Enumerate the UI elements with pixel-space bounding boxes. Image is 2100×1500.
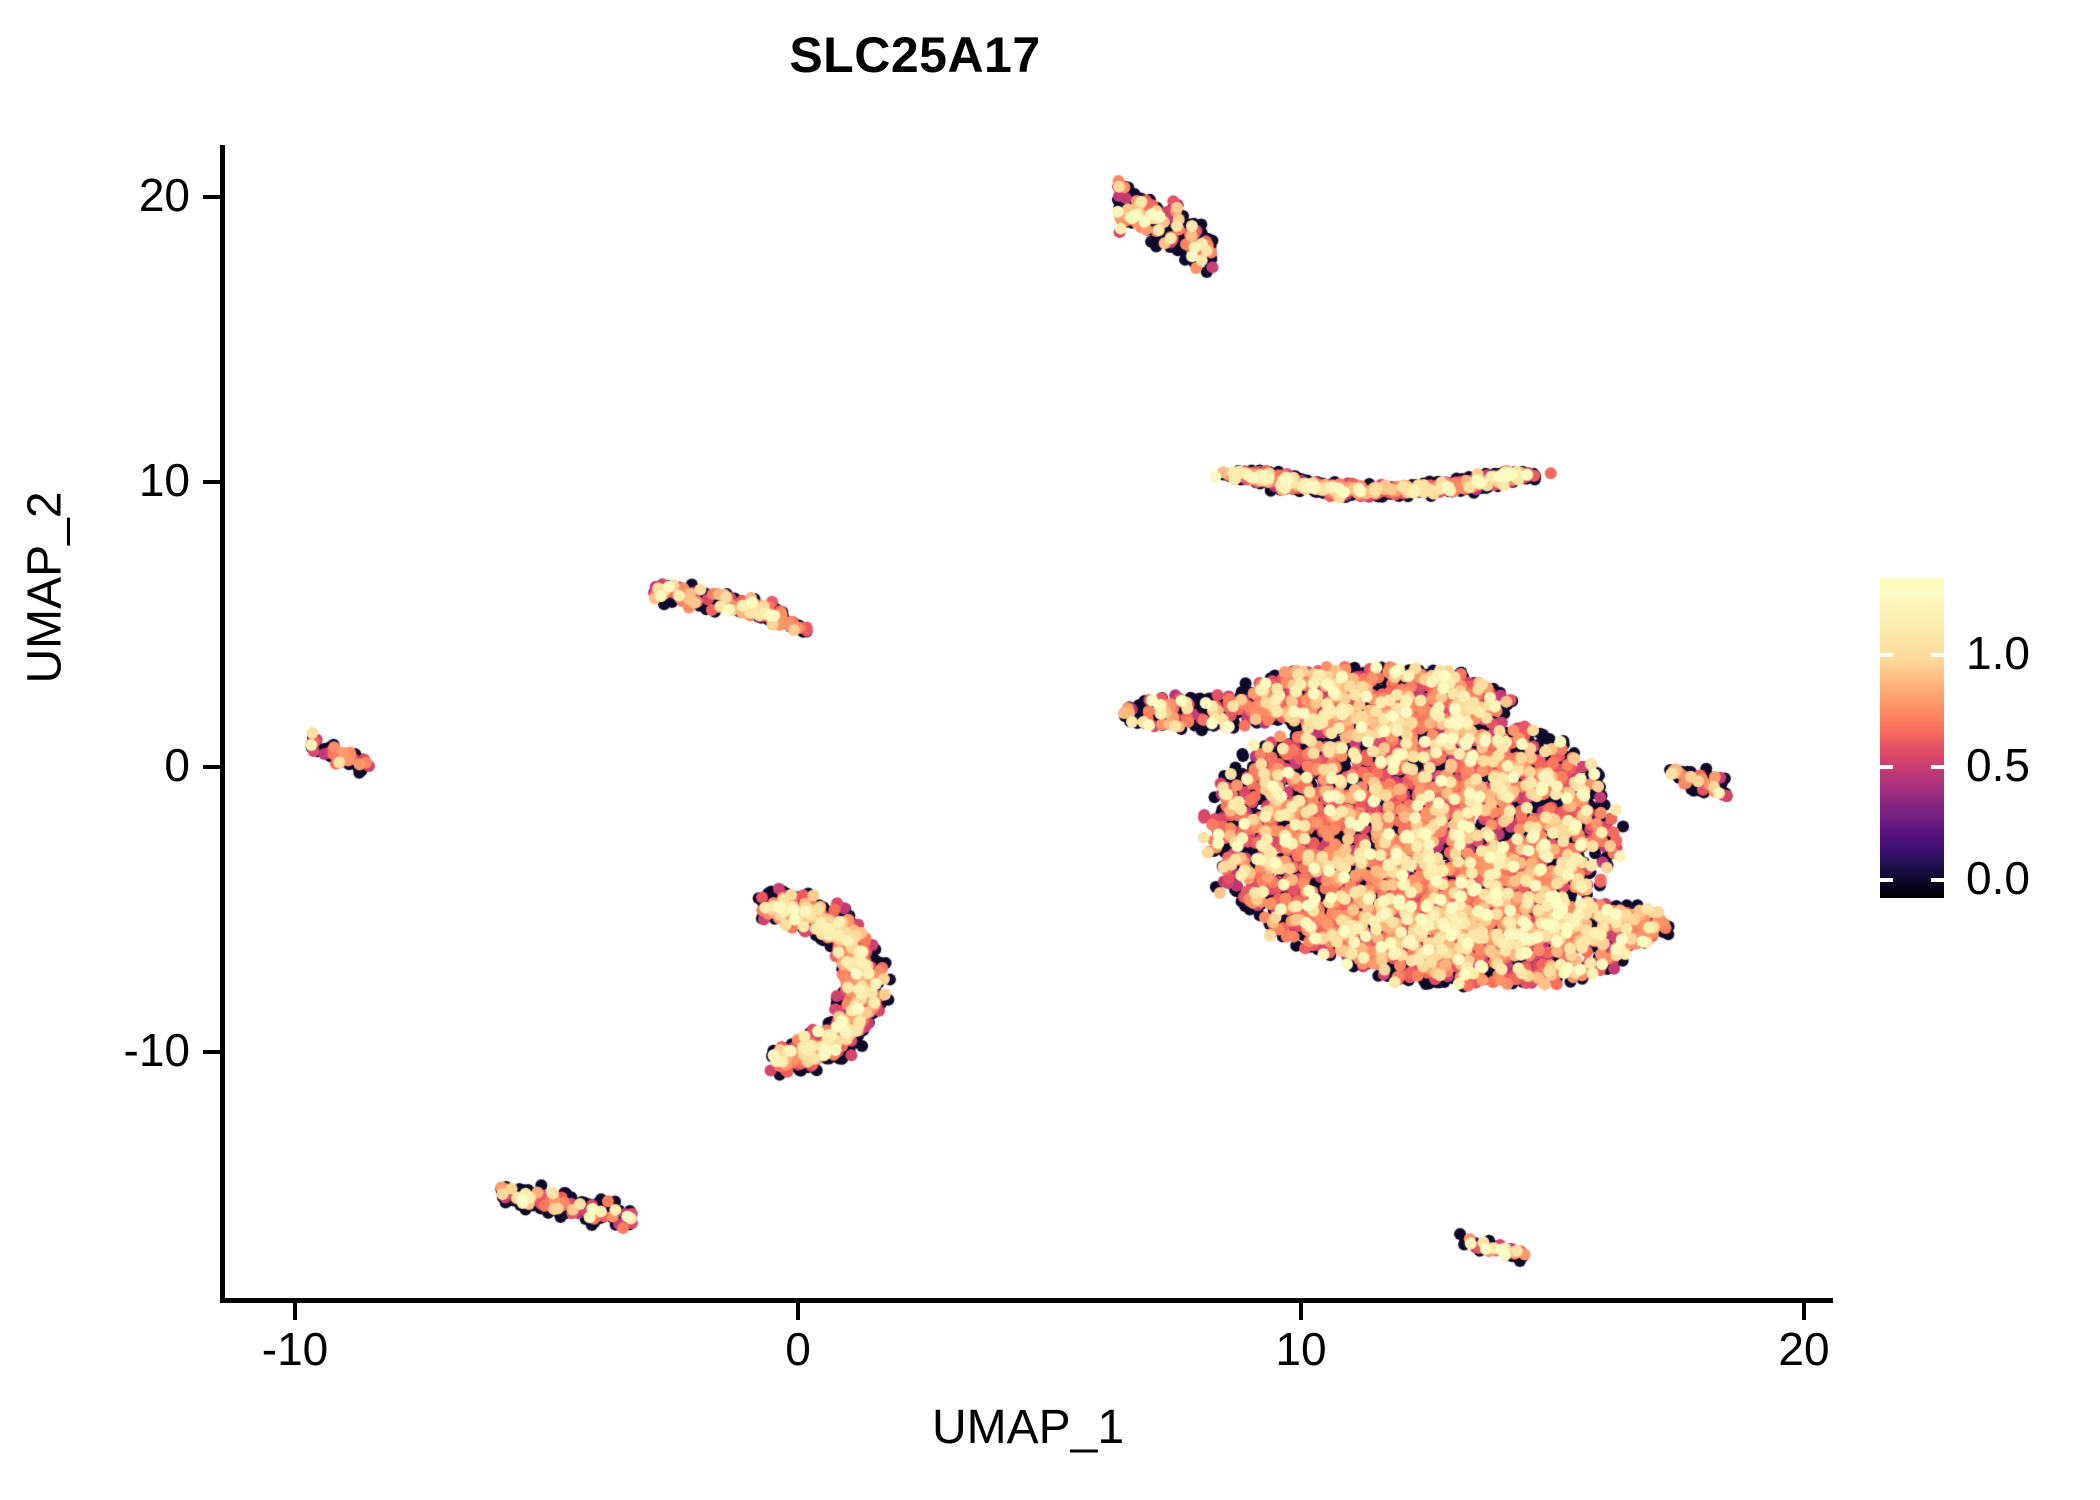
x-tick-label: 0 xyxy=(785,1323,811,1375)
y-tick-label: 20 xyxy=(138,169,190,221)
y-tick-mark xyxy=(203,195,220,199)
plot-panel xyxy=(223,145,1833,1300)
x-tick-mark xyxy=(1299,1303,1303,1320)
colorbar-legend: 1.0 0.5 0.0 xyxy=(1880,560,2090,920)
y-tick-label: 10 xyxy=(138,454,190,506)
colorbar-gradient xyxy=(1880,578,1944,898)
y-tick-mark xyxy=(203,480,220,484)
x-tick-label: -10 xyxy=(261,1323,329,1375)
y-tick-mark xyxy=(203,1050,220,1054)
x-axis-line xyxy=(223,1298,1833,1303)
colorbar-tick-label: 1.0 xyxy=(1966,626,2030,679)
page-title: SLC25A17 xyxy=(789,27,1041,83)
y-tick-mark xyxy=(203,765,220,769)
x-tick-mark xyxy=(293,1303,297,1320)
y-tick-label: -10 xyxy=(123,1024,190,1076)
x-axis-label: UMAP_1 xyxy=(931,1401,1125,1454)
y-axis-line xyxy=(220,145,225,1303)
colorbar-tick-label: 0.0 xyxy=(1966,851,2030,904)
x-tick-label: 10 xyxy=(1275,1323,1327,1375)
colorbar-tick-label: 0.5 xyxy=(1966,739,2030,792)
x-tick-label: 20 xyxy=(1778,1323,1830,1375)
scatter-points-canvas xyxy=(223,145,1833,1300)
x-tick-mark xyxy=(1802,1303,1806,1320)
y-tick-label: 0 xyxy=(164,739,190,791)
x-tick-mark xyxy=(796,1303,800,1320)
